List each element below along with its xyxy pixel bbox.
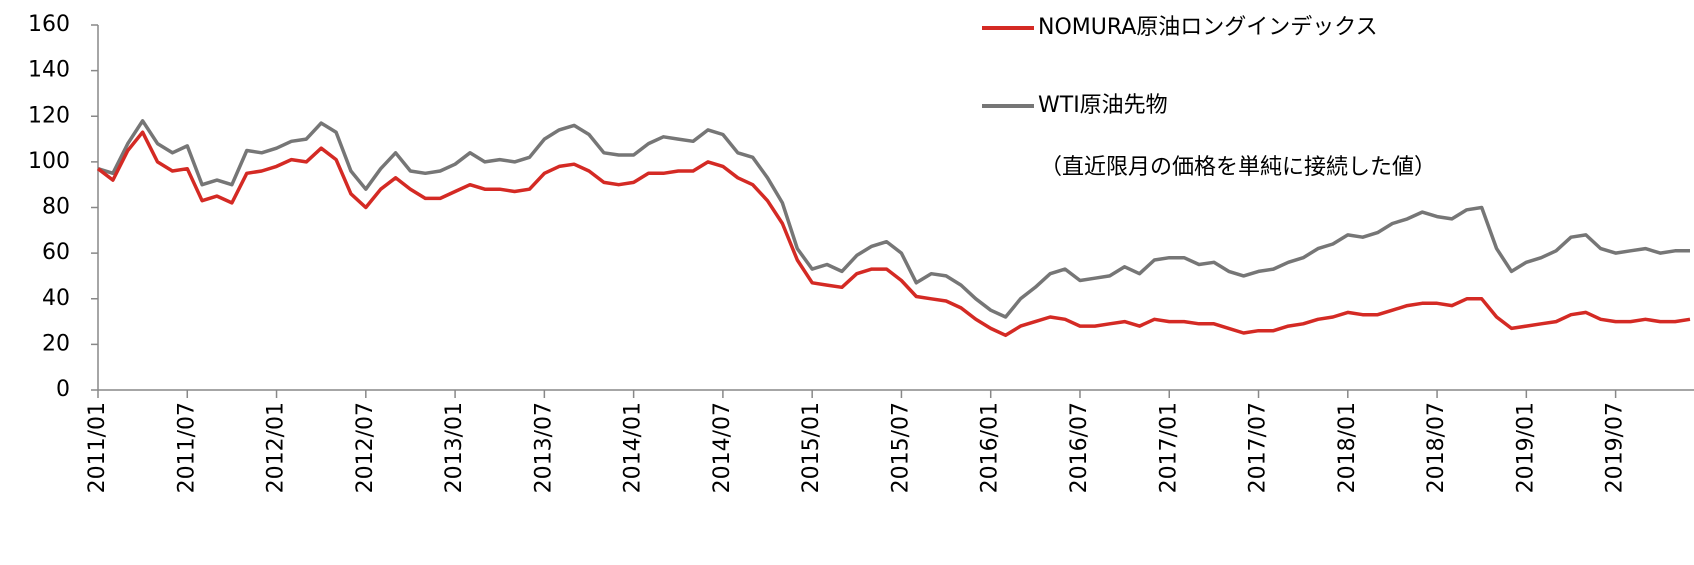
x-tick-label: 2017/01 <box>1156 402 1181 493</box>
series-line <box>97 119 1690 319</box>
legend-note: （直近限月の価格を単純に接続した値） <box>1040 155 1436 180</box>
y-tick-label: 20 <box>42 331 70 356</box>
x-tick-label: 2013/01 <box>442 402 467 493</box>
y-tick-label: 40 <box>42 286 70 311</box>
legend-label: WTI原油先物 <box>1038 93 1168 118</box>
y-tick-label: 60 <box>42 240 70 265</box>
y-tick-label: 120 <box>28 103 70 128</box>
x-tick-label: 2013/07 <box>531 402 556 493</box>
x-tick-label: 2019/07 <box>1603 402 1628 493</box>
y-tick-label: 80 <box>42 195 70 220</box>
series-line <box>96 130 1691 338</box>
legend-label: NOMURA原油ロングインデックス <box>1038 15 1378 40</box>
y-tick-label: 100 <box>28 149 70 174</box>
y-tick-label: 140 <box>28 58 70 83</box>
x-tick-label: 2016/07 <box>1067 402 1092 493</box>
x-tick-label: 2019/01 <box>1513 402 1538 493</box>
y-tick-label: 0 <box>56 377 70 402</box>
x-tick-label: 2011/01 <box>85 402 110 493</box>
x-tick-label: 2011/07 <box>174 402 199 493</box>
x-tick-label: 2015/07 <box>888 402 913 493</box>
x-tick-label: 2012/07 <box>353 402 378 493</box>
x-tick-label: 2018/07 <box>1424 402 1449 493</box>
x-tick-label: 2016/01 <box>978 402 1003 493</box>
x-tick-label: 2017/07 <box>1246 402 1271 493</box>
x-tick-label: 2012/01 <box>264 402 289 493</box>
x-tick-label: 2014/07 <box>710 402 735 493</box>
y-tick-label: 160 <box>28 12 70 37</box>
x-tick-label: 2015/01 <box>799 402 824 493</box>
x-tick-label: 2018/01 <box>1335 402 1360 493</box>
x-tick-label: 2014/01 <box>621 402 646 493</box>
